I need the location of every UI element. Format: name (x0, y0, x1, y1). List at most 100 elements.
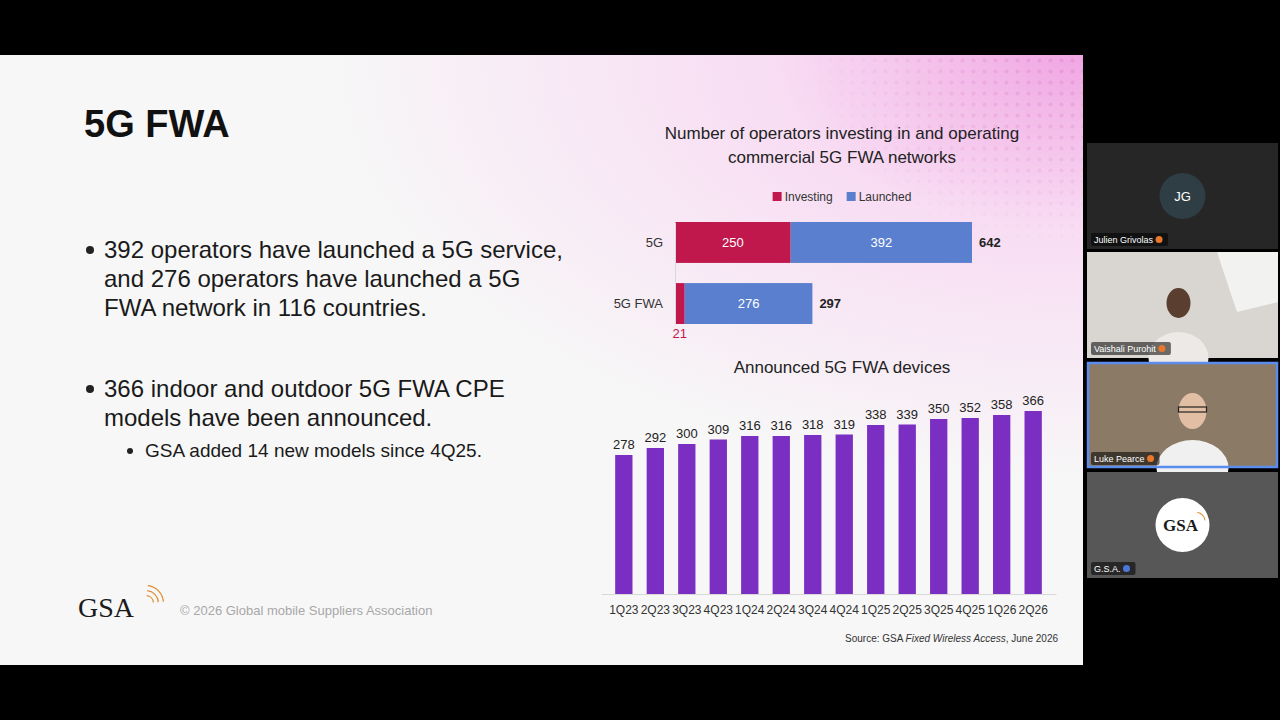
mic-badge (1147, 455, 1154, 462)
data-label: 318 (802, 417, 824, 432)
data-label: 366 (1022, 393, 1044, 408)
bullet-text: 392 operators have launched a 5G service… (104, 235, 574, 322)
tick: 4Q25 (956, 594, 986, 617)
tick-label: 1Q25 (861, 603, 891, 617)
tick-label: 5G FWA (614, 296, 664, 311)
sub-bullet-text: GSA added 14 new models since 4Q25. (145, 439, 575, 463)
data-label: 316 (770, 418, 792, 433)
tick: 2Q26 (1018, 594, 1048, 617)
name-bg (1091, 562, 1136, 575)
bar (615, 455, 632, 594)
tick: 3Q25 (924, 594, 954, 617)
bar (710, 440, 727, 595)
bullet-dot (127, 448, 133, 454)
data-label: 250 (722, 235, 744, 250)
legend: Investing Launched (773, 190, 912, 204)
data-label: 338 (865, 407, 887, 422)
tick-label: 2Q24 (767, 603, 797, 617)
mic-badge (1156, 236, 1163, 243)
bars (615, 411, 1042, 594)
mic-badge (1158, 345, 1165, 352)
footer: © 2026 Global mobile Suppliers Associati… (180, 603, 432, 618)
data-label: 316 (739, 418, 761, 433)
participant-tile: JGJulien Grivolas (1087, 143, 1278, 249)
chart-operators: Number of operators investing in and ope… (614, 124, 1020, 341)
logo-arc (148, 585, 164, 602)
tick-label: 2Q25 (893, 603, 923, 617)
participant-name: Luke Pearce (1094, 454, 1145, 464)
tick-label: 1Q24 (735, 603, 765, 617)
axis-line (602, 594, 1057, 595)
tick: 1Q23 (609, 594, 639, 617)
sub-bullet: GSA added 14 new models since 4Q25. (0, 439, 580, 463)
data-label: 358 (991, 397, 1013, 412)
tick: 4Q23 (704, 594, 734, 617)
data-label: 300 (676, 426, 698, 441)
legend-item: Launched (847, 190, 912, 204)
active-border (1088, 363, 1277, 467)
logo-text: GSA (78, 592, 135, 623)
bullet: 366 indoor and outdoor 5G FWA CPE models… (0, 374, 580, 463)
bullet-dot (86, 246, 94, 254)
category-axis: 1Q232Q233Q234Q231Q242Q243Q244Q241Q252Q25… (602, 594, 1057, 617)
tick: 2Q23 (641, 594, 671, 617)
tick-label: 4Q23 (704, 603, 734, 617)
data-label: 21 (673, 326, 687, 341)
legend-swatch (773, 192, 782, 201)
bar (773, 436, 790, 594)
tick: 3Q23 (672, 594, 702, 617)
data-label: 392 (870, 235, 892, 250)
tick-label: 5G (646, 235, 663, 250)
data-labels: 250 21 392 276 642 297 (673, 235, 1001, 341)
head (1167, 288, 1191, 318)
tick: 2Q24 (767, 594, 797, 617)
bar-segment (675, 283, 685, 324)
tile-bg (1087, 143, 1278, 249)
slide-canvas: Number of operators investing in and ope… (0, 55, 1083, 665)
background (0, 55, 1083, 665)
chart-title: Announced 5G FWA devices (734, 358, 951, 377)
bar-segment (685, 283, 813, 324)
data-label: 278 (613, 437, 635, 452)
bars (675, 222, 972, 324)
tick-label: 4Q24 (830, 603, 860, 617)
logo-arc (147, 595, 154, 602)
window (1217, 252, 1278, 312)
bar (836, 435, 853, 595)
category-axis: 5G 5G FWA (614, 223, 676, 325)
bar (678, 444, 695, 594)
source-title: Fixed Wireless Access (906, 633, 1006, 644)
total-label: 297 (819, 296, 841, 311)
data-label: 276 (738, 296, 760, 311)
bullet-text: 366 indoor and outdoor 5G FWA CPE models… (104, 374, 574, 432)
tick: 1Q24 (735, 594, 765, 617)
tick-label: 1Q23 (609, 603, 639, 617)
tick-label: 1Q26 (987, 603, 1017, 617)
bar (1025, 411, 1042, 594)
logo-arc (147, 590, 159, 602)
tick-label: 4Q25 (956, 603, 986, 617)
legend-label: Investing (785, 190, 833, 204)
data-label: 352 (959, 400, 981, 415)
slide-title: 5G FWA (84, 105, 230, 143)
total-label: 642 (979, 235, 1001, 250)
name-bg (1091, 342, 1171, 355)
data-label: 309 (707, 422, 729, 437)
bullet-list: 392 operators have launched a 5G service… (0, 235, 580, 463)
source: Source: GSA Fixed Wireless Access, June … (845, 633, 1058, 644)
bar (899, 425, 916, 595)
source-text: Source: GSA (845, 633, 906, 644)
chart-title: Number of operators investing in and ope… (665, 124, 1019, 167)
bullet: 392 operators have launched a 5G service… (0, 235, 580, 322)
tick-label: 3Q25 (924, 603, 954, 617)
logo-arc (1197, 512, 1205, 520)
axis-line (675, 223, 676, 325)
logo: GSA (78, 585, 164, 623)
legend-swatch (847, 192, 856, 201)
bar (741, 436, 758, 594)
bar-segment (791, 222, 972, 263)
tick: 1Q26 (987, 594, 1017, 617)
avatar (1160, 173, 1206, 219)
bar (993, 415, 1010, 594)
tick-label: 2Q23 (641, 603, 671, 617)
